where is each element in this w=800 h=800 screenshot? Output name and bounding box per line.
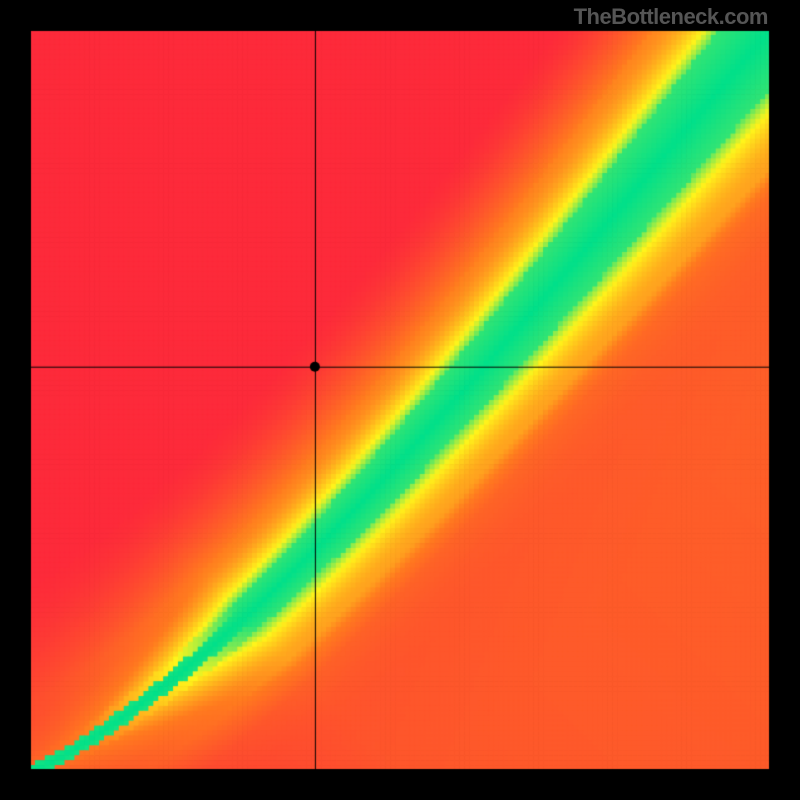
bottleneck-heatmap — [0, 0, 800, 800]
watermark-text: TheBottleneck.com — [574, 4, 768, 30]
chart-container: TheBottleneck.com — [0, 0, 800, 800]
